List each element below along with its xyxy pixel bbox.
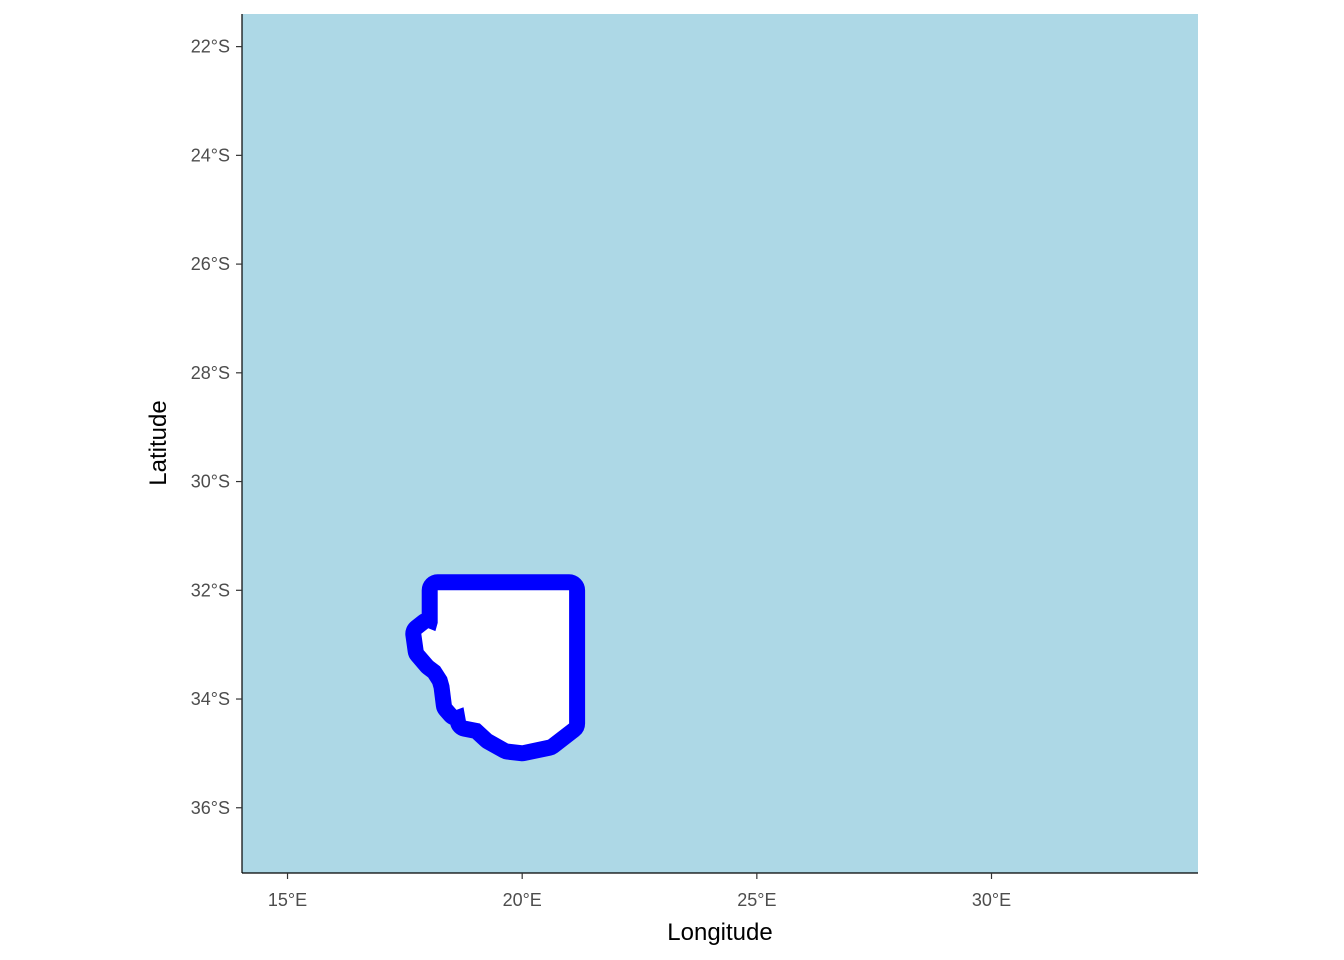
y-axis-title: Latitude bbox=[145, 400, 172, 485]
y-tick-label: 34°S bbox=[191, 689, 230, 709]
y-tick-label: 28°S bbox=[191, 363, 230, 383]
x-tick-label: 20°E bbox=[503, 890, 542, 910]
x-axis-ticks: 15°E 20°E 25°E 30°E bbox=[268, 873, 1011, 910]
panel-background bbox=[242, 14, 1198, 873]
y-tick-label: 30°S bbox=[191, 472, 230, 492]
y-tick-label: 24°S bbox=[191, 145, 230, 165]
x-tick-label: 30°E bbox=[972, 890, 1011, 910]
x-axis-title: Longitude bbox=[667, 919, 772, 946]
x-tick-label: 15°E bbox=[268, 890, 307, 910]
y-tick-label: 26°S bbox=[191, 254, 230, 274]
x-tick-label: 25°E bbox=[737, 890, 776, 910]
y-axis-ticks: 22°S 24°S 26°S 28°S 30°S 32°S 34°S 36°S bbox=[191, 37, 242, 818]
y-tick-label: 22°S bbox=[191, 37, 230, 57]
y-tick-label: 32°S bbox=[191, 580, 230, 600]
y-tick-label: 36°S bbox=[191, 798, 230, 818]
region-fill bbox=[421, 590, 570, 746]
